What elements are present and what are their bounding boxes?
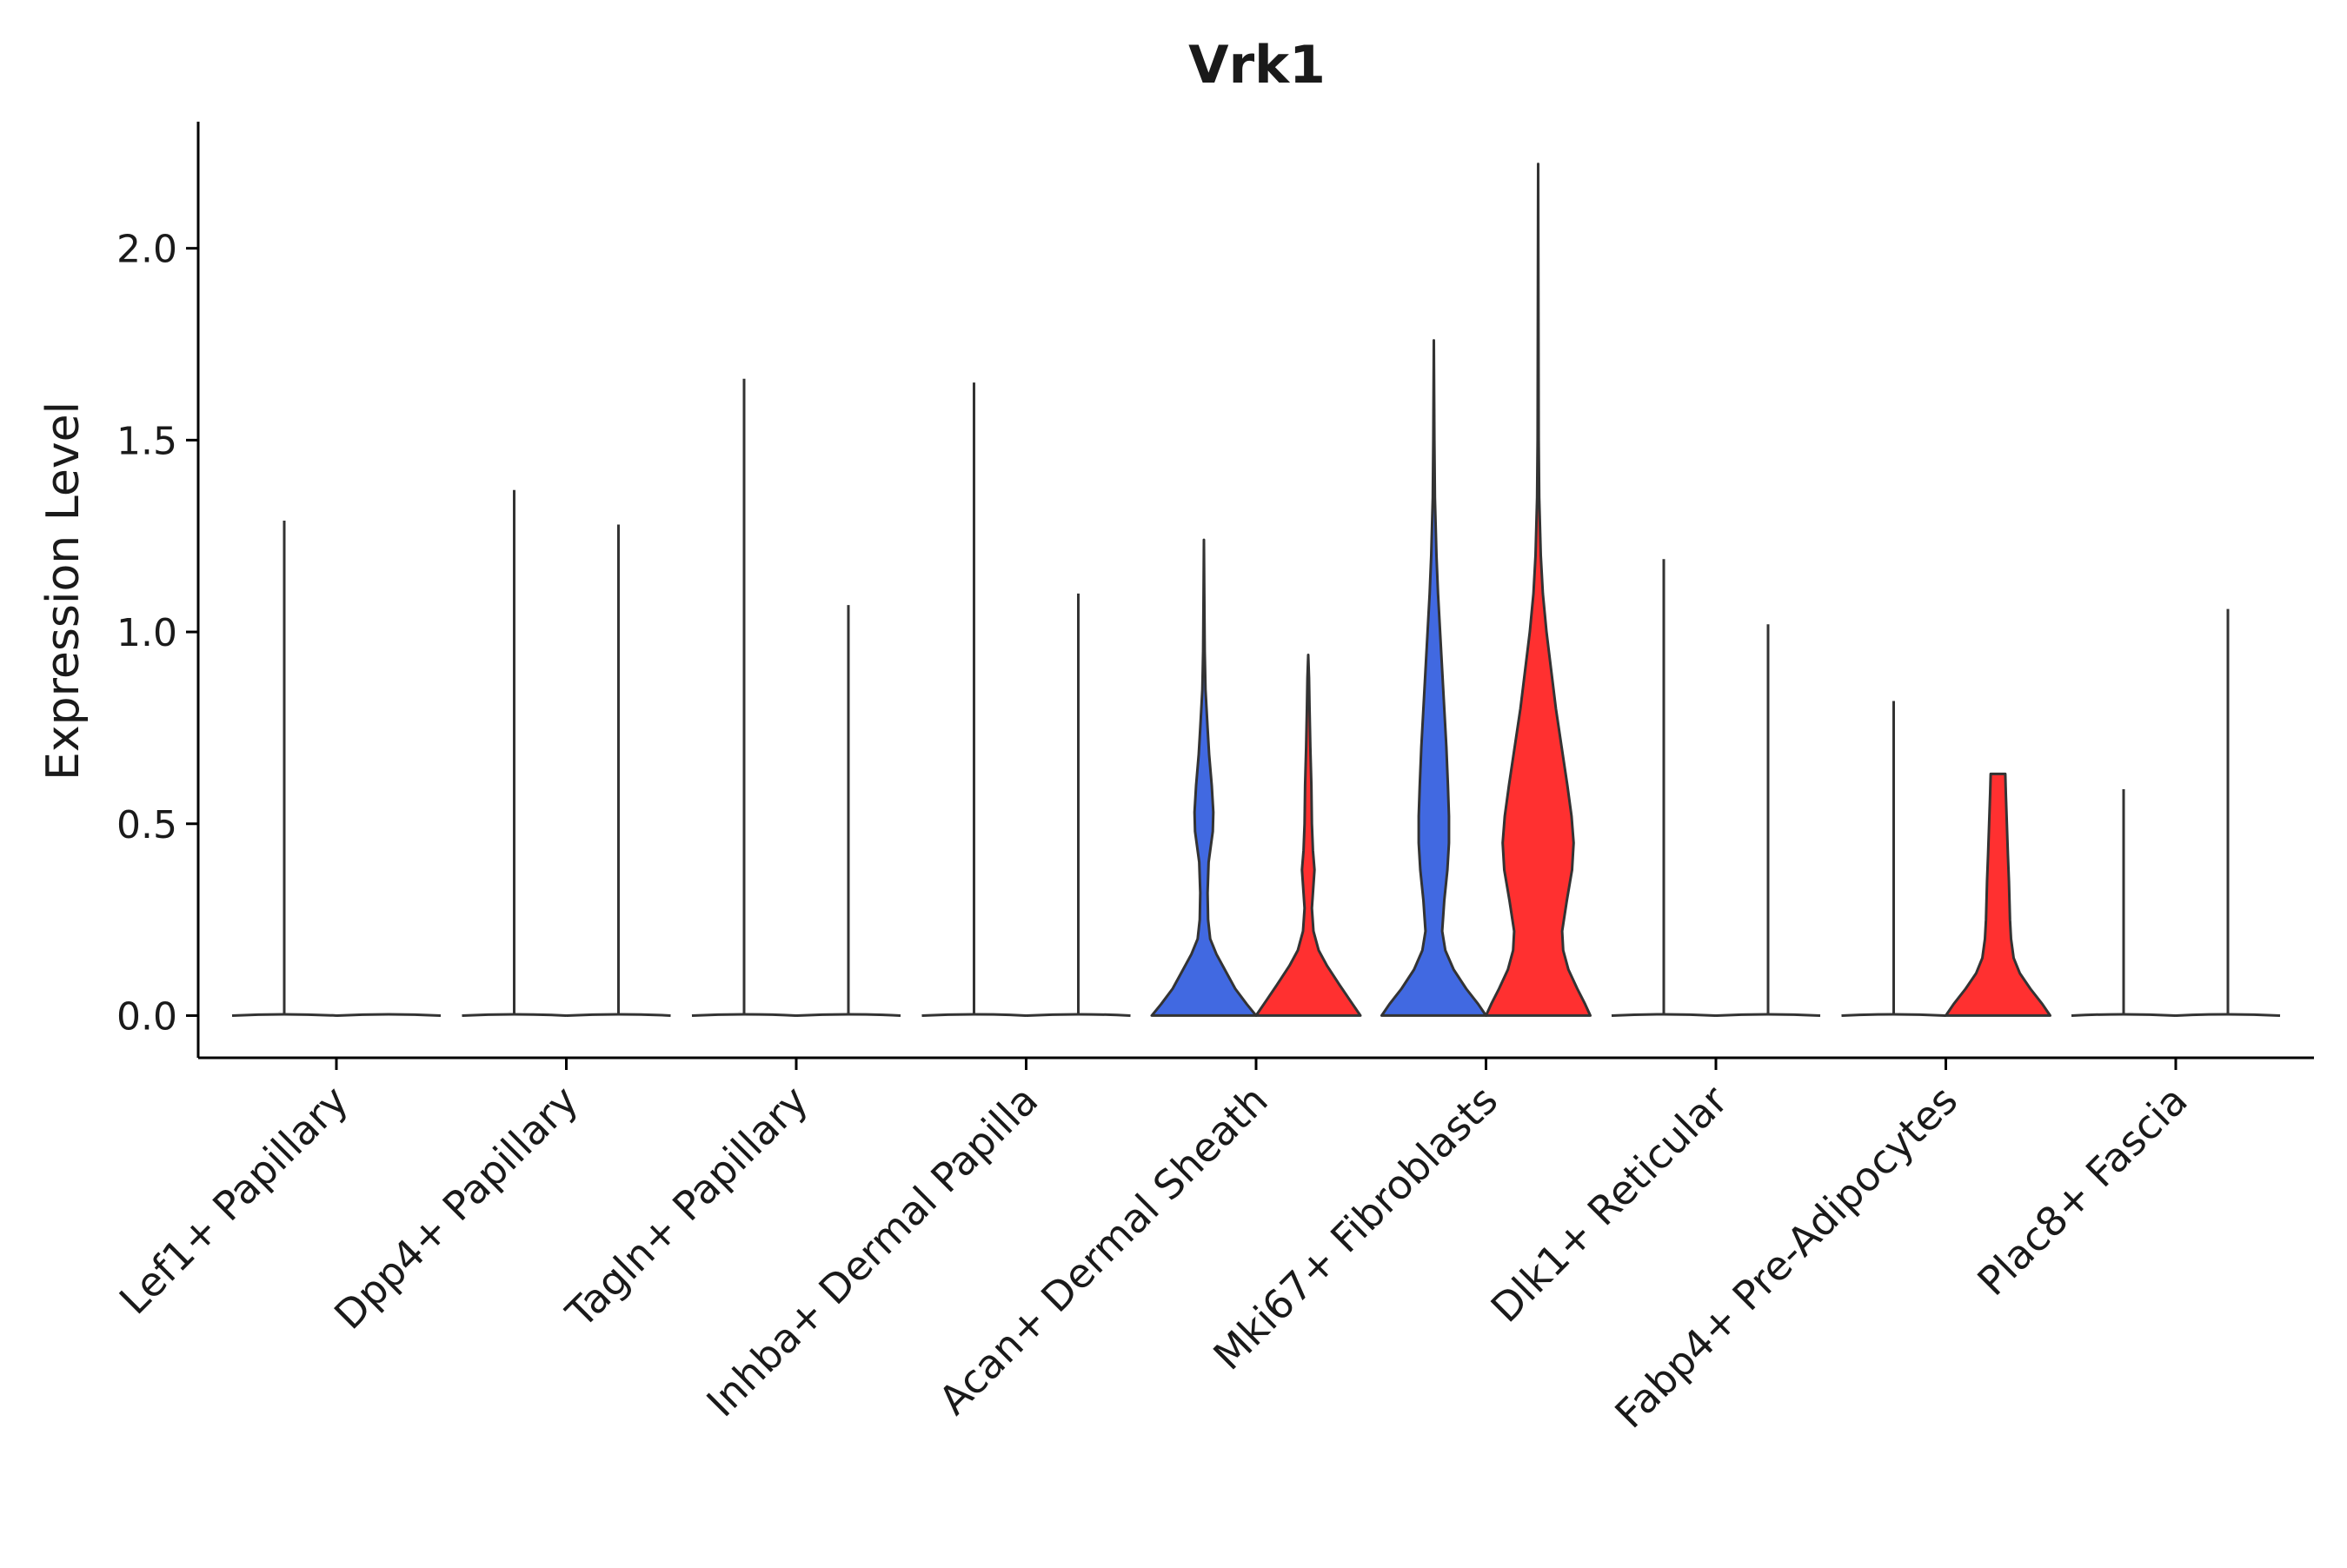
chart-title: Vrk1 — [1188, 35, 1326, 96]
violin-5-right — [1485, 163, 1592, 1017]
violin-8-right — [2175, 608, 2281, 1017]
violin-0-right — [336, 1013, 442, 1017]
violin-2-left — [691, 378, 797, 1017]
violin-6-left — [1611, 559, 1717, 1017]
violin-7-left — [1841, 701, 1946, 1017]
violin-1-left — [462, 489, 567, 1017]
y-tick-label: 1.5 — [116, 419, 177, 463]
x-tick-label: Dpp4+ Papillary — [325, 1077, 587, 1339]
violin-2-right — [795, 605, 901, 1017]
violin-baseline — [336, 1013, 442, 1017]
x-tick-label: Tagln+ Papillary — [556, 1077, 817, 1338]
violin-0-left — [231, 521, 337, 1017]
y-tick-label: 1.0 — [116, 611, 177, 655]
violin-4-right — [1254, 654, 1362, 1017]
violin-body — [1380, 339, 1487, 1017]
violin-body — [1254, 654, 1362, 1017]
violin-8-left — [2071, 789, 2177, 1017]
violin-3-left — [921, 382, 1027, 1017]
violin-1-right — [566, 524, 671, 1017]
y-tick-label: 0.0 — [116, 994, 177, 1039]
y-tick-label: 0.5 — [116, 803, 177, 847]
violin-5-left — [1380, 339, 1487, 1017]
violins-layer — [231, 163, 2281, 1017]
x-tick-label: Plac8+ Fascia — [1968, 1077, 2196, 1305]
x-tick-label: Lef1+ Papillary — [110, 1077, 357, 1324]
violin-7-right — [1945, 772, 2051, 1017]
x-tick-label: Dlk1+ Reticular — [1482, 1077, 1737, 1332]
y-axis-label: Expression Level — [37, 402, 90, 781]
violin-6-right — [1715, 624, 1821, 1017]
violin-4-left — [1150, 538, 1258, 1017]
violin-body — [1150, 538, 1258, 1017]
violin-body — [1945, 772, 2051, 1017]
violin-body — [1485, 163, 1592, 1017]
y-tick-label: 2.0 — [116, 228, 177, 272]
violin-3-right — [1026, 593, 1131, 1017]
